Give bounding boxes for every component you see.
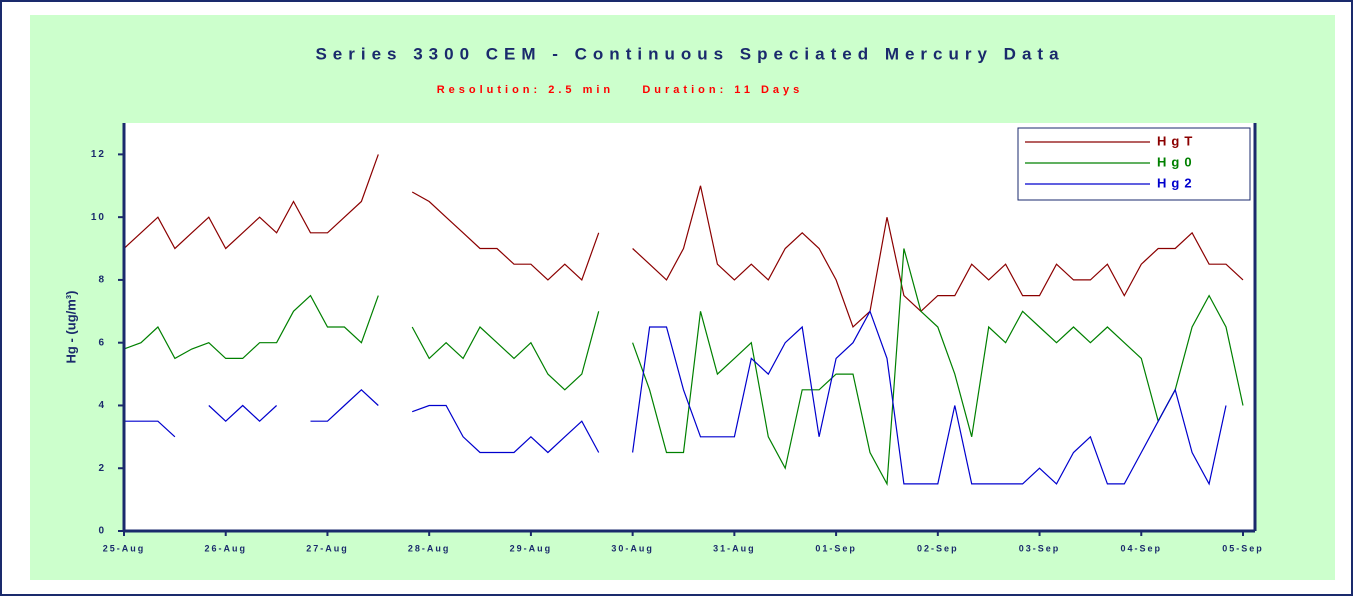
y-axis-label: Hg - (ug/m³) (63, 291, 78, 364)
x-tick-label: 05-Sep (1222, 543, 1264, 553)
y-tick-label: 4 (98, 400, 106, 411)
y-tick-label: 2 (98, 463, 106, 474)
y-tick-label: 10 (91, 212, 106, 223)
x-tick-label: 29-Aug (510, 543, 553, 553)
x-tick-label: 26-Aug (204, 543, 247, 553)
series-line (123, 154, 1244, 329)
x-tick-label: 28-Aug (408, 543, 451, 553)
chart-subtitle: Resolution: 2.5 min Duration: 11 Days (437, 84, 804, 96)
x-tick-label: 04-Sep (1121, 543, 1163, 553)
x-tick-label: 03-Sep (1019, 543, 1061, 553)
x-tick-label: 01-Sep (815, 543, 857, 553)
x-tick-label: 02-Sep (917, 543, 959, 553)
x-tick-label: 27-Aug (306, 543, 349, 553)
y-tick-label: 0 (98, 526, 106, 537)
chart-title: Series 3300 CEM - Continuous Speciated M… (315, 44, 1064, 63)
x-tick-label: 31-Aug (713, 543, 756, 553)
legend-label: Hg0 (1157, 154, 1197, 169)
series-line (123, 248, 1244, 486)
y-tick-label: 8 (98, 275, 106, 286)
series-line (124, 309, 1227, 486)
x-tick-label: 30-Aug (611, 543, 654, 553)
legend-label: HgT (1157, 133, 1197, 148)
y-tick-label: 6 (98, 337, 106, 348)
legend-box (1017, 127, 1251, 201)
y-tick-label: 12 (91, 149, 106, 160)
x-tick-label: 25-Aug (103, 543, 146, 553)
legend-label: Hg2 (1157, 175, 1197, 190)
